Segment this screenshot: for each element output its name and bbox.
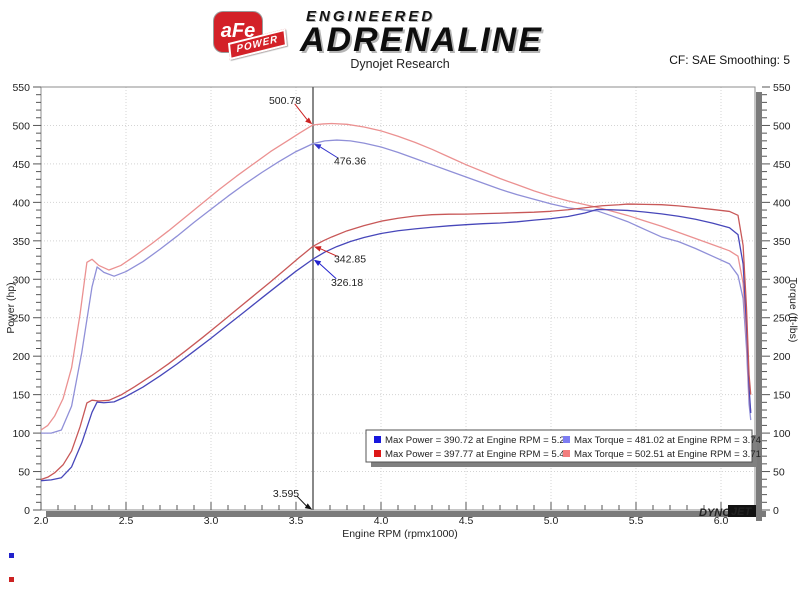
svg-text:3.5: 3.5 — [289, 515, 304, 527]
run2-bullet-icon — [9, 577, 14, 582]
curve-power-baseline — [40, 208, 752, 482]
svg-text:350: 350 — [773, 236, 791, 248]
y-axis-label-left: Power (hp) — [5, 282, 17, 333]
svg-text:0: 0 — [773, 505, 779, 517]
run1-line1: Ford_F-150_2021_V6-3.5L(tt)PowerBoost_Ba… — [0, 550, 798, 562]
svg-text:300: 300 — [773, 274, 791, 286]
plot-shadow — [46, 92, 766, 521]
svg-text:50: 50 — [18, 467, 30, 479]
svg-text:5.0: 5.0 — [544, 515, 559, 527]
dynojet-logo-icon: DYNO JET — [699, 505, 756, 519]
svg-text:550: 550 — [12, 82, 30, 94]
svg-text:0: 0 — [24, 505, 30, 517]
svg-text:2.5: 2.5 — [119, 515, 134, 527]
chart-canvas: 2.0 2.5 3.0 3.5 4.0 4.5 5.0 5.5 6.0 0 0 50 50 100 100 1… — [5, 82, 799, 540]
svg-text:450: 450 — [773, 159, 791, 171]
brand-engineered-text: ENGINEERED — [306, 8, 436, 25]
svg-text:250: 250 — [12, 313, 30, 325]
run1-bullet-icon — [9, 553, 14, 558]
run2-line1: Ford_F-150_2021_V6-3.5L(tt)PowerBoost_50… — [0, 574, 798, 586]
svg-text:500: 500 — [773, 120, 791, 132]
run1-line2: connected ] [Title: Baseline] Notes: Fac… — [0, 562, 798, 574]
axis-ticks: 2.0 2.5 3.0 3.5 4.0 4.5 5.0 5.5 6.0 0 0 50 50 100 100 1… — [12, 82, 790, 527]
svg-text:100: 100 — [12, 428, 30, 440]
y-axis-label-right: Torque (ft-lbs) — [787, 278, 799, 343]
correction-smoothing-label: CF: SAE Smoothing: 5 — [669, 53, 790, 67]
curve-torque-baseline — [41, 139, 752, 434]
svg-text:DYNO: DYNO — [699, 507, 731, 519]
run2-line2: connected ] [Title: PD5 After Miles] Not… — [0, 586, 798, 598]
svg-text:500.78: 500.78 — [269, 95, 301, 107]
svg-text:Max Torque = 481.02 at Engine: Max Torque = 481.02 at Engine RPM = 3.74 — [574, 435, 762, 446]
cursor-callouts: 500.78 476.36 342.85 326.18 3.595 — [269, 95, 366, 510]
svg-text:3.595: 3.595 — [273, 488, 299, 500]
svg-text:200: 200 — [12, 351, 30, 363]
svg-text:50: 50 — [773, 467, 785, 479]
svg-text:Max Torque = 502.51 at Engine: Max Torque = 502.51 at Engine RPM = 3.71 — [574, 449, 761, 460]
svg-text:5.5: 5.5 — [629, 515, 644, 527]
svg-text:500: 500 — [12, 120, 30, 132]
svg-text:JET: JET — [731, 506, 752, 518]
brand-adrenaline-text: ADRENALINE — [300, 21, 543, 59]
run-descriptions: Ford_F-150_2021_V6-3.5L(tt)PowerBoost_Ba… — [0, 550, 800, 598]
svg-text:350: 350 — [12, 236, 30, 248]
svg-text:342.85: 342.85 — [334, 253, 366, 265]
svg-text:550: 550 — [773, 82, 791, 94]
svg-text:Max Power = 397.77 at Engine R: Max Power = 397.77 at Engine RPM = 5.45 — [385, 449, 570, 460]
svg-text:3.0: 3.0 — [204, 515, 219, 527]
svg-text:4.5: 4.5 — [459, 515, 474, 527]
x-axis-label: Engine RPM (rpmx1000) — [342, 528, 458, 540]
svg-text:200: 200 — [773, 351, 791, 363]
page-title: Dynojet Research — [350, 57, 450, 71]
brand-logo: aFe POWER ENGINEERED ADRENALINE — [214, 6, 634, 61]
svg-text:400: 400 — [12, 197, 30, 209]
svg-text:150: 150 — [773, 390, 791, 402]
svg-text:Max Power = 390.72 at Engine R: Max Power = 390.72 at Engine RPM = 5.27 — [385, 435, 570, 446]
svg-text:476.36: 476.36 — [334, 156, 366, 168]
svg-text:6.0: 6.0 — [714, 515, 729, 527]
svg-text:300: 300 — [12, 274, 30, 286]
svg-text:150: 150 — [12, 390, 30, 402]
dyno-chart: 2.0 2.5 3.0 3.5 4.0 4.5 5.0 5.5 6.0 0 0 50 50 100 100 1… — [5, 82, 799, 540]
legend[interactable]: Max Power = 390.72 at Engine RPM = 5.27 M… — [365, 429, 762, 467]
curve-power-pd5 — [40, 203, 752, 481]
svg-text:326.18: 326.18 — [331, 277, 363, 289]
svg-text:4.0: 4.0 — [374, 515, 389, 527]
svg-text:2.0: 2.0 — [34, 515, 49, 527]
svg-text:100: 100 — [773, 428, 791, 440]
svg-text:450: 450 — [12, 159, 30, 171]
curve-torque-pd5 — [40, 122, 752, 431]
svg-text:400: 400 — [773, 197, 791, 209]
svg-text:250: 250 — [773, 313, 791, 325]
